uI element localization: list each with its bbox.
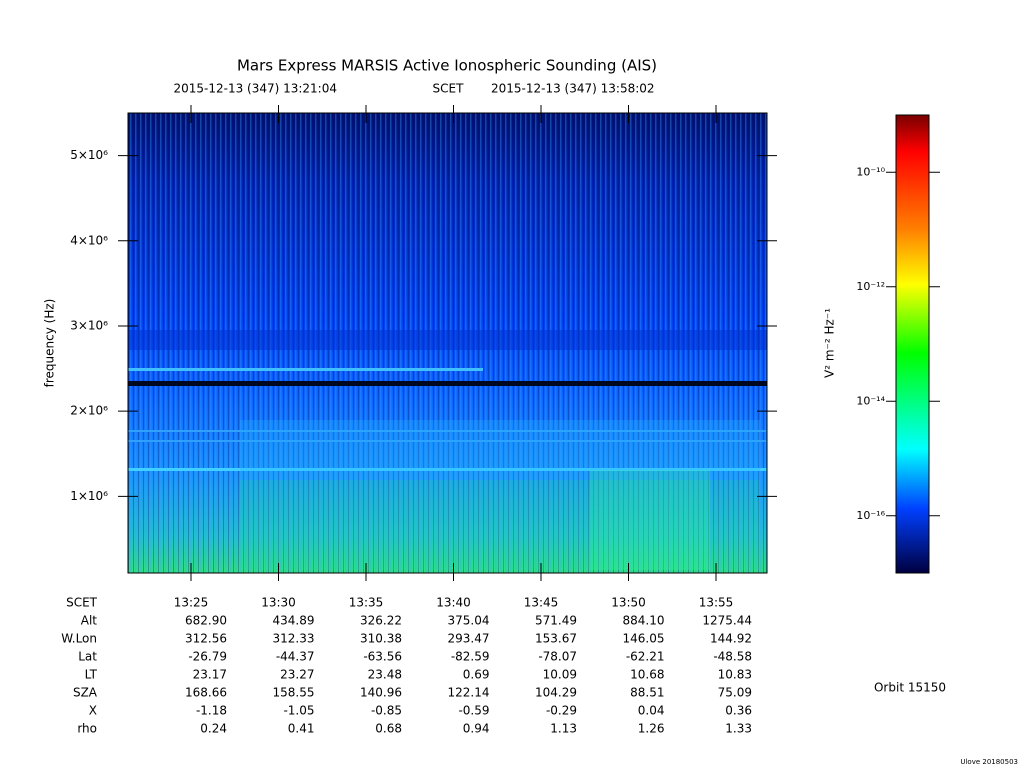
table-cell: 0.41 [288, 722, 315, 736]
table-cell: 168.66 [185, 686, 227, 700]
x-tick-label: 13:40 [436, 596, 471, 610]
table-cell: 312.33 [273, 632, 315, 646]
table-cell: 1.26 [638, 722, 665, 736]
table-cell: 682.90 [185, 614, 227, 628]
table-cell: -0.29 [546, 704, 577, 718]
table-cell: 1.13 [550, 722, 577, 736]
colorbar-tick-label: 10⁻¹⁶ [856, 509, 885, 522]
table-cell: 0.36 [725, 704, 752, 718]
table-cell: -78.07 [538, 650, 577, 664]
table-cell: 884.10 [623, 614, 665, 628]
table-cell: -82.59 [451, 650, 490, 664]
y-tick-label: 4×10⁶ [70, 233, 108, 247]
y-tick-label: 5×10⁶ [70, 148, 108, 162]
table-cell: 0.68 [375, 722, 402, 736]
table-cell: 312.56 [185, 632, 227, 646]
table-cell: -48.58 [713, 650, 752, 664]
colorbar-tick-label: 10⁻¹⁰ [856, 165, 885, 178]
row-label: LT [85, 668, 98, 682]
table-cell: 104.29 [535, 686, 577, 700]
row-label: SCET [66, 596, 98, 610]
table-cell: 75.09 [718, 686, 752, 700]
y-tick-label: 2×10⁶ [70, 404, 108, 418]
row-label: X [89, 704, 97, 718]
colorbar [895, 114, 930, 574]
table-cell: 158.55 [273, 686, 315, 700]
table-cell: 1275.44 [702, 614, 752, 628]
table-cell: 10.83 [718, 668, 752, 682]
table-cell: 10.09 [543, 668, 577, 682]
table-cell: 434.89 [273, 614, 315, 628]
table-cell: 146.05 [623, 632, 665, 646]
table-cell: 375.04 [448, 614, 490, 628]
table-cell: 144.92 [710, 632, 752, 646]
x-tick-label: 13:35 [349, 596, 384, 610]
row-label: W.Lon [61, 632, 97, 646]
table-cell: 571.49 [535, 614, 577, 628]
table-cell: 326.22 [360, 614, 402, 628]
table-cell: 153.67 [535, 632, 577, 646]
table-cell: -1.18 [196, 704, 227, 718]
colorbar-label: V² m⁻² Hz⁻¹ [823, 308, 837, 378]
table-cell: 122.14 [448, 686, 490, 700]
x-tick-label: 13:30 [261, 596, 296, 610]
start-time: 2015-12-13 (347) 13:21:04 [173, 82, 337, 96]
y-tick-label: 1×10⁶ [70, 489, 108, 503]
spectrogram-image [127, 112, 768, 574]
x-tick-label: 13:50 [611, 596, 646, 610]
table-cell: 88.51 [630, 686, 664, 700]
row-label: rho [77, 722, 97, 736]
row-label: Alt [81, 614, 98, 628]
row-label: Lat [78, 650, 97, 664]
table-cell: 23.48 [368, 668, 402, 682]
chart-title: Mars Express MARSIS Active Ionospheric S… [237, 57, 657, 75]
end-time: 2015-12-13 (347) 13:58:02 [491, 82, 655, 96]
orbit: Orbit 15150 [874, 681, 946, 695]
table-cell: -62.21 [626, 650, 665, 664]
table-cell: 293.47 [448, 632, 490, 646]
table-cell: 310.38 [360, 632, 402, 646]
table-cell: 140.96 [360, 686, 402, 700]
table-cell: -1.05 [283, 704, 314, 718]
table-cell: 10.68 [630, 668, 664, 682]
colorbar-tick-label: 10⁻¹⁴ [856, 394, 885, 407]
table-cell: 23.17 [193, 668, 227, 682]
table-cell: -26.79 [188, 650, 227, 664]
table-cell: -0.85 [371, 704, 402, 718]
x-tick-label: 13:45 [524, 596, 559, 610]
table-cell: 0.69 [463, 668, 490, 682]
table-cell: 0.04 [638, 704, 665, 718]
table-cell: -63.56 [363, 650, 402, 664]
footer: Ulove 20180503 [960, 758, 1018, 766]
table-cell: 23.27 [280, 668, 314, 682]
table-cell: -44.37 [276, 650, 315, 664]
colorbar-tick-label: 10⁻¹² [856, 280, 885, 293]
y-axis-label: frequency (Hz) [43, 299, 57, 388]
x-tick-label: 13:25 [174, 596, 209, 610]
table-cell: 0.94 [463, 722, 490, 736]
y-tick-label: 3×10⁶ [70, 318, 108, 332]
time-system: SCET [433, 82, 465, 96]
row-label: SZA [73, 686, 98, 700]
table-cell: -0.59 [458, 704, 489, 718]
x-tick-label: 13:55 [699, 596, 734, 610]
table-cell: 1.33 [725, 722, 752, 736]
table-cell: 0.24 [200, 722, 227, 736]
